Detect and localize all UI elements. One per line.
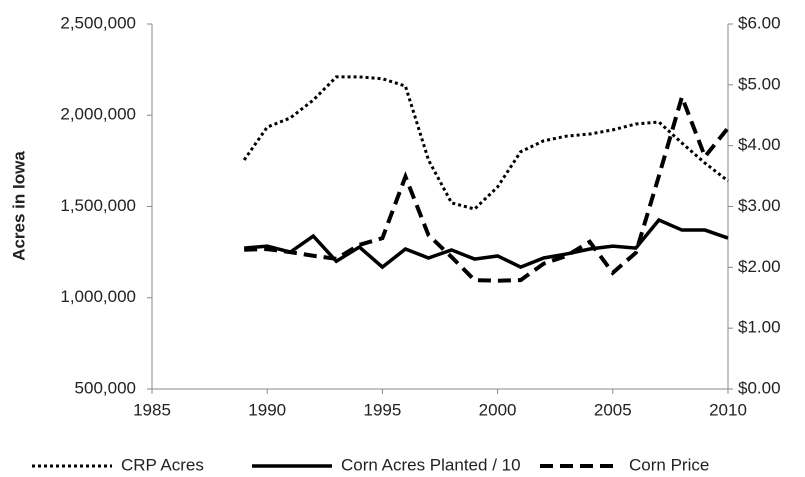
y-axis-title: Acres in Iowa bbox=[9, 151, 28, 261]
x-tick-label: 1985 bbox=[133, 400, 171, 419]
x-tick-label: 2005 bbox=[594, 400, 632, 419]
y2-tick-label: $4.00 bbox=[738, 135, 781, 154]
series-line bbox=[244, 217, 729, 270]
y-tick-label: 2,000,000 bbox=[60, 105, 136, 124]
x-tick-label: 2000 bbox=[479, 400, 517, 419]
y2-tick-label: $1.00 bbox=[738, 318, 781, 337]
y-tick-label: 2,500,000 bbox=[60, 13, 136, 32]
y2-tick-label: $3.00 bbox=[738, 196, 781, 215]
series-line bbox=[244, 90, 730, 283]
y2-tick-label: $5.00 bbox=[738, 74, 781, 93]
legend-label: CRP Acres bbox=[121, 455, 204, 474]
y2-tick-label: $6.00 bbox=[738, 13, 781, 32]
y-tick-label: 1,500,000 bbox=[60, 196, 136, 215]
y2-tick-label: $0.00 bbox=[738, 378, 781, 397]
legend-label: Corn Price bbox=[629, 455, 709, 474]
x-tick-label: 2010 bbox=[709, 400, 747, 419]
y-tick-label: 500,000 bbox=[75, 378, 136, 397]
y-tick-label: 1,000,000 bbox=[60, 287, 136, 306]
y2-tick-label: $2.00 bbox=[738, 257, 781, 276]
series-line bbox=[242, 75, 729, 211]
legend-label: Corn Acres Planted / 10 bbox=[341, 455, 521, 474]
x-tick-label: 1990 bbox=[248, 400, 286, 419]
x-tick-label: 1995 bbox=[363, 400, 401, 419]
